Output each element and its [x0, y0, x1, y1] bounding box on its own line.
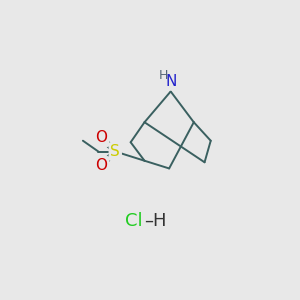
Text: H: H	[159, 69, 168, 82]
Text: S: S	[110, 144, 120, 159]
Text: O: O	[95, 130, 107, 145]
Text: O: O	[95, 158, 107, 173]
Text: –H: –H	[145, 212, 167, 230]
Text: Cl: Cl	[125, 212, 143, 230]
Text: N: N	[166, 74, 177, 89]
